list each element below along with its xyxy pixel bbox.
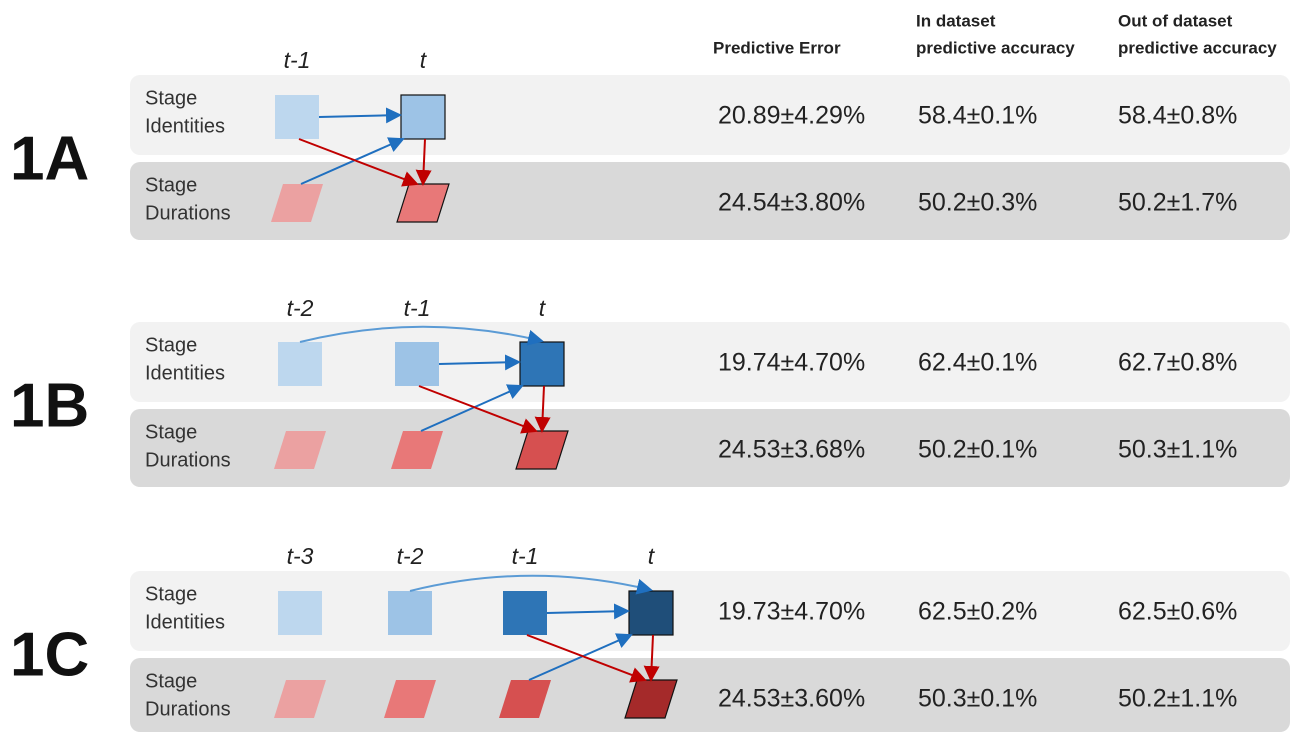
metric-value: 50.2±0.3% — [918, 189, 1037, 217]
metric-value: 24.53±3.60% — [718, 685, 865, 713]
time-label: t-1 — [284, 47, 311, 73]
column-header: In dataset — [916, 11, 996, 30]
arrow — [300, 137, 405, 185]
metric-value: 62.4±0.1% — [918, 349, 1037, 377]
identity-node — [395, 342, 439, 386]
metric-value: 19.74±4.70% — [718, 349, 865, 377]
row-label: Durations — [145, 449, 231, 471]
identity-node — [278, 342, 322, 386]
row-label: Stage — [145, 583, 197, 605]
row-label: Durations — [145, 698, 231, 720]
time-label: t — [539, 295, 547, 321]
row-label: Identities — [145, 611, 225, 633]
duration-node — [396, 183, 450, 223]
row-label: Identities — [145, 115, 225, 137]
arrow — [438, 354, 521, 371]
metric-value: 62.5±0.6% — [1118, 598, 1237, 626]
metric-value: 24.53±3.68% — [718, 436, 865, 464]
metric-value: 19.73±4.70% — [718, 598, 865, 626]
column-header: predictive accuracy — [1118, 38, 1277, 57]
metric-value: 58.4±0.8% — [1118, 102, 1237, 130]
column-header: Predictive Error — [713, 38, 841, 57]
row-label: Durations — [145, 202, 231, 224]
arrow — [409, 574, 653, 595]
identity-node — [519, 341, 565, 387]
duration-node — [274, 431, 326, 469]
time-label: t-3 — [287, 543, 314, 569]
metric-value: 50.2±1.1% — [1118, 685, 1237, 713]
identity-node — [400, 94, 446, 140]
duration-node — [499, 680, 551, 718]
duration-node — [391, 431, 443, 469]
time-label: t — [420, 47, 428, 73]
arrow — [418, 385, 538, 434]
arrow — [415, 138, 432, 186]
metric-value: 24.54±3.80% — [718, 189, 865, 217]
metric-value: 50.2±1.7% — [1118, 189, 1237, 217]
row-label: Identities — [145, 362, 225, 384]
arrow — [526, 634, 647, 683]
metric-value: 20.89±4.29% — [718, 102, 865, 130]
arrow — [546, 603, 630, 620]
metric-value: 62.5±0.2% — [918, 598, 1037, 626]
arrow — [643, 634, 660, 682]
metric-value: 50.3±1.1% — [1118, 436, 1237, 464]
metric-value: 50.3±0.1% — [918, 685, 1037, 713]
panel-label: 1C — [10, 620, 89, 689]
arrow — [528, 633, 633, 681]
time-label: t-2 — [287, 295, 314, 321]
duration-node — [384, 680, 436, 718]
row-label: Stage — [145, 174, 197, 196]
time-label: t — [648, 543, 656, 569]
identity-node — [278, 591, 322, 635]
time-label: t-1 — [512, 543, 539, 569]
identity-node — [628, 590, 674, 636]
duration-node — [515, 430, 569, 470]
row-label: Stage — [145, 670, 197, 692]
time-label: t-1 — [404, 295, 431, 321]
identity-node — [503, 591, 547, 635]
time-label: t-2 — [397, 543, 424, 569]
arrow — [298, 138, 419, 187]
duration-node — [271, 184, 323, 222]
arrow — [299, 325, 544, 346]
row-label: Stage — [145, 334, 197, 356]
metric-value: 62.7±0.8% — [1118, 349, 1237, 377]
identity-node — [388, 591, 432, 635]
row-label: Stage — [145, 421, 197, 443]
arrow — [420, 384, 524, 432]
column-header: Out of dataset — [1118, 11, 1233, 30]
metric-value: 50.2±0.1% — [918, 436, 1037, 464]
arrow — [318, 107, 402, 124]
duration-node — [274, 680, 326, 718]
duration-node — [624, 679, 678, 719]
metric-value: 58.4±0.1% — [918, 102, 1037, 130]
identity-node — [275, 95, 319, 139]
panel-label: 1B — [10, 371, 89, 440]
column-header: predictive accuracy — [916, 38, 1075, 57]
row-label: Stage — [145, 87, 197, 109]
arrow — [534, 385, 551, 433]
panel-label: 1A — [10, 124, 89, 193]
